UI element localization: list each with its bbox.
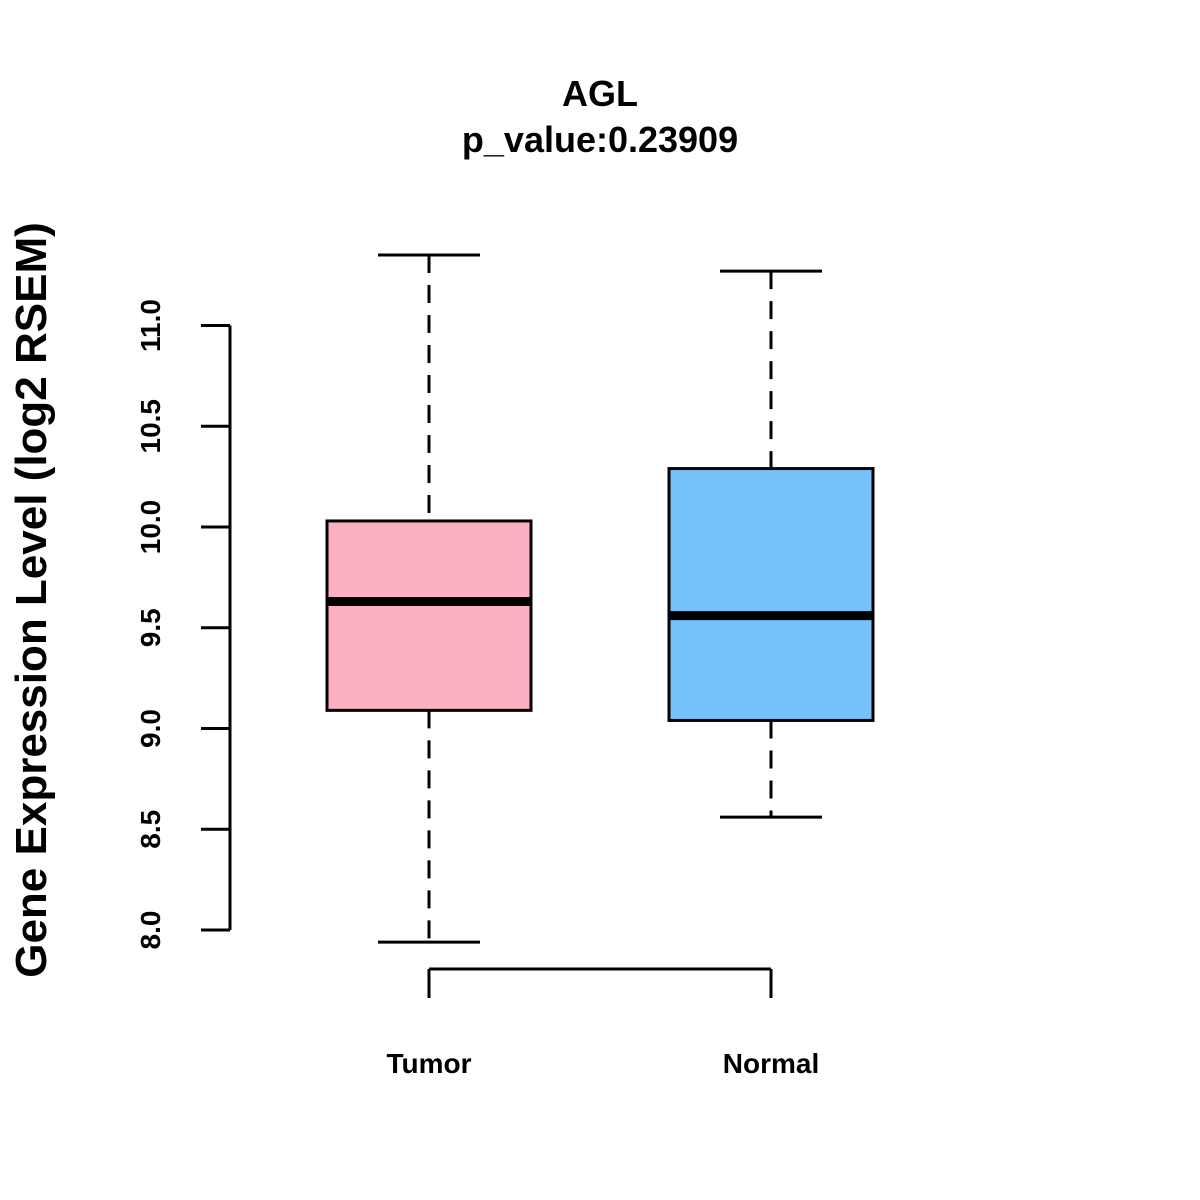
box-normal (667, 269, 875, 819)
y-tick-label: 11.0 (135, 299, 166, 352)
x-tick-label: Normal (723, 1048, 819, 1079)
chart-title: AGL (562, 73, 638, 114)
y-tick-label: 8.0 (135, 911, 166, 950)
y-tick-label: 9.0 (135, 709, 166, 748)
iqr-box (667, 467, 875, 722)
x-tick-label: Tumor (386, 1048, 471, 1079)
x-axis: Tumor Normal (386, 967, 819, 1079)
y-axis-label: Gene Expression Level (log2 RSEM) (7, 222, 56, 978)
y-tick-label: 10.0 (135, 500, 166, 555)
boxes (325, 253, 875, 944)
box-tumor (325, 253, 533, 944)
y-tick-label: 8.5 (135, 810, 166, 849)
iqr-box (325, 519, 533, 712)
y-tick-label: 10.5 (135, 399, 166, 454)
y-axis: 8.0 8.5 9.0 9.5 10.0 10.5 11.0 (135, 299, 232, 950)
chart-subtitle: p_value:0.23909 (462, 119, 738, 160)
y-tick-label: 9.5 (135, 608, 166, 647)
